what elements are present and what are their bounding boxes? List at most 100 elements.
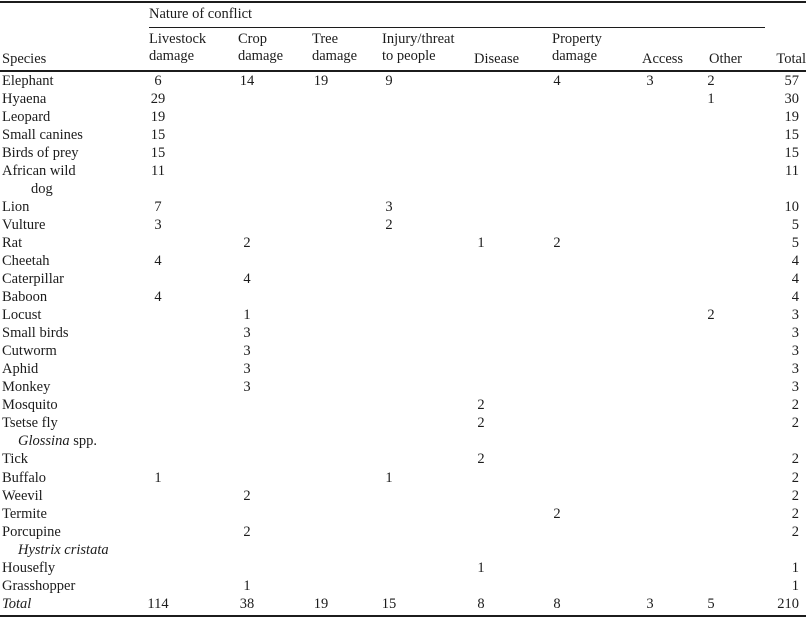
table-row-continuation: Hystrix cristata (0, 541, 806, 559)
table-row: Tick 2 2 (0, 450, 806, 468)
cell-disease: 8 (477, 595, 485, 612)
table-row: Aphid 3 3 (0, 360, 806, 378)
cell-property: 2 (553, 234, 561, 251)
table-row: African wild 11 11 (0, 162, 806, 180)
cell-total: 3 (791, 361, 799, 378)
species-label: Termite (2, 505, 47, 522)
cell-crop: 4 (243, 271, 251, 288)
cell-total: 5 (791, 234, 799, 251)
cell-total: 2 (791, 487, 799, 504)
cell-total: 2 (791, 415, 799, 432)
spanner-underline-rule (149, 27, 765, 28)
species-latin-name: Glossina (18, 433, 70, 450)
cell-total: 57 (784, 72, 800, 89)
cell-tree: 19 (313, 72, 329, 89)
cell-total: 4 (791, 252, 799, 269)
table-row: Tsetse fly 2 2 (0, 414, 806, 432)
species-label: Cheetah (2, 252, 50, 269)
column-header-species: Species (2, 51, 47, 67)
species-label: Total (2, 595, 32, 612)
cell-livestock: 11 (151, 162, 165, 179)
cell-other: 2 (707, 307, 715, 324)
column-header-line: Crop (238, 31, 267, 47)
column-header-line: damage (552, 48, 598, 65)
column-header-line: to people (382, 48, 436, 65)
column-header-access: Access (642, 51, 683, 68)
cell-total: 2 (791, 397, 799, 414)
cell-injury: 2 (385, 216, 393, 233)
species-label: Caterpillar (2, 271, 65, 288)
species-label: Birds of prey (2, 144, 79, 161)
cell-property: 2 (553, 505, 561, 522)
table-row: Caterpillar 4 4 (0, 270, 806, 288)
species-label: Small birds (2, 325, 69, 342)
column-header-line: damage (238, 48, 284, 65)
cell-livestock: 15 (150, 126, 166, 143)
column-header-other: Other (709, 51, 742, 68)
column-header-disease: Disease (474, 51, 519, 68)
cell-livestock: 6 (154, 72, 162, 89)
species-latin-name: Hystrix cristata (18, 541, 109, 558)
species-label: Monkey (2, 379, 51, 396)
cell-total: 3 (791, 343, 799, 360)
species-label: Grasshopper (2, 577, 76, 594)
cell-total: 3 (791, 307, 799, 324)
cell-livestock: 3 (154, 216, 162, 233)
table-row: Cutworm 3 3 (0, 342, 806, 360)
cell-total: 4 (791, 289, 799, 306)
column-header-line: Injury/threat (382, 31, 455, 47)
cell-livestock: 4 (154, 289, 162, 306)
column-header-line: Other (709, 50, 743, 67)
column-header-injury: Injury/threat to people (382, 31, 454, 66)
table-row-continuation: Glossina spp. (0, 432, 806, 450)
header-bottom-rule (0, 70, 806, 72)
cell-total: 2 (791, 523, 799, 540)
column-header-line: damage (149, 48, 195, 65)
table-row: Lion 7 3 10 (0, 198, 806, 216)
species-label: Housefly (2, 559, 56, 576)
species-label: Baboon (2, 289, 48, 306)
cell-disease: 2 (477, 415, 485, 432)
cell-livestock: 19 (150, 108, 166, 125)
table-bottom-rule (0, 615, 806, 617)
cell-property: 4 (553, 72, 561, 89)
cell-livestock: 7 (154, 198, 162, 215)
cell-access: 3 (646, 595, 654, 612)
species-label: Lion (2, 198, 30, 215)
column-header-line: damage (312, 48, 358, 65)
cell-total: 5 (791, 216, 799, 233)
species-label: Weevil (2, 487, 43, 504)
cell-injury: 1 (385, 469, 393, 486)
table-row: Baboon 4 4 (0, 288, 806, 306)
table-row: Total 114 38 19 15 8 8 3 5 210 (0, 595, 806, 613)
species-label: Porcupine (2, 523, 61, 540)
cell-crop: 3 (243, 343, 251, 360)
cell-access: 3 (646, 72, 654, 89)
cell-crop: 14 (239, 72, 255, 89)
species-label: Cutworm (2, 343, 57, 360)
column-header-line: Total (776, 50, 806, 67)
table-row: Locust 1 2 3 (0, 306, 806, 324)
column-header-line: Livestock (149, 31, 207, 47)
species-label-continuation: Hystrix cristata (18, 541, 109, 559)
species-label: Locust (2, 307, 42, 324)
column-header-crop: Crop damage (238, 31, 283, 66)
species-name-part: spp. (69, 433, 97, 450)
cell-total: 1 (791, 577, 799, 594)
cell-injury: 15 (381, 595, 397, 612)
table-row: Vulture 3 2 5 (0, 216, 806, 234)
cell-crop: 38 (239, 595, 255, 612)
cell-total: 4 (791, 271, 799, 288)
cell-total: 2 (791, 505, 799, 522)
cell-livestock: 1 (154, 469, 162, 486)
table-row: Housefly 1 1 (0, 559, 806, 577)
table-row: Weevil 2 2 (0, 487, 806, 505)
cell-total: 2 (791, 451, 799, 468)
species-label: Buffalo (2, 469, 47, 486)
cell-crop: 3 (243, 361, 251, 378)
column-header-property: Property damage (552, 31, 602, 66)
table-row: Birds of prey 15 15 (0, 144, 806, 162)
column-header-line: Access (642, 50, 684, 67)
cell-property: 8 (553, 595, 561, 612)
table-row: Mosquito 2 2 (0, 396, 806, 414)
